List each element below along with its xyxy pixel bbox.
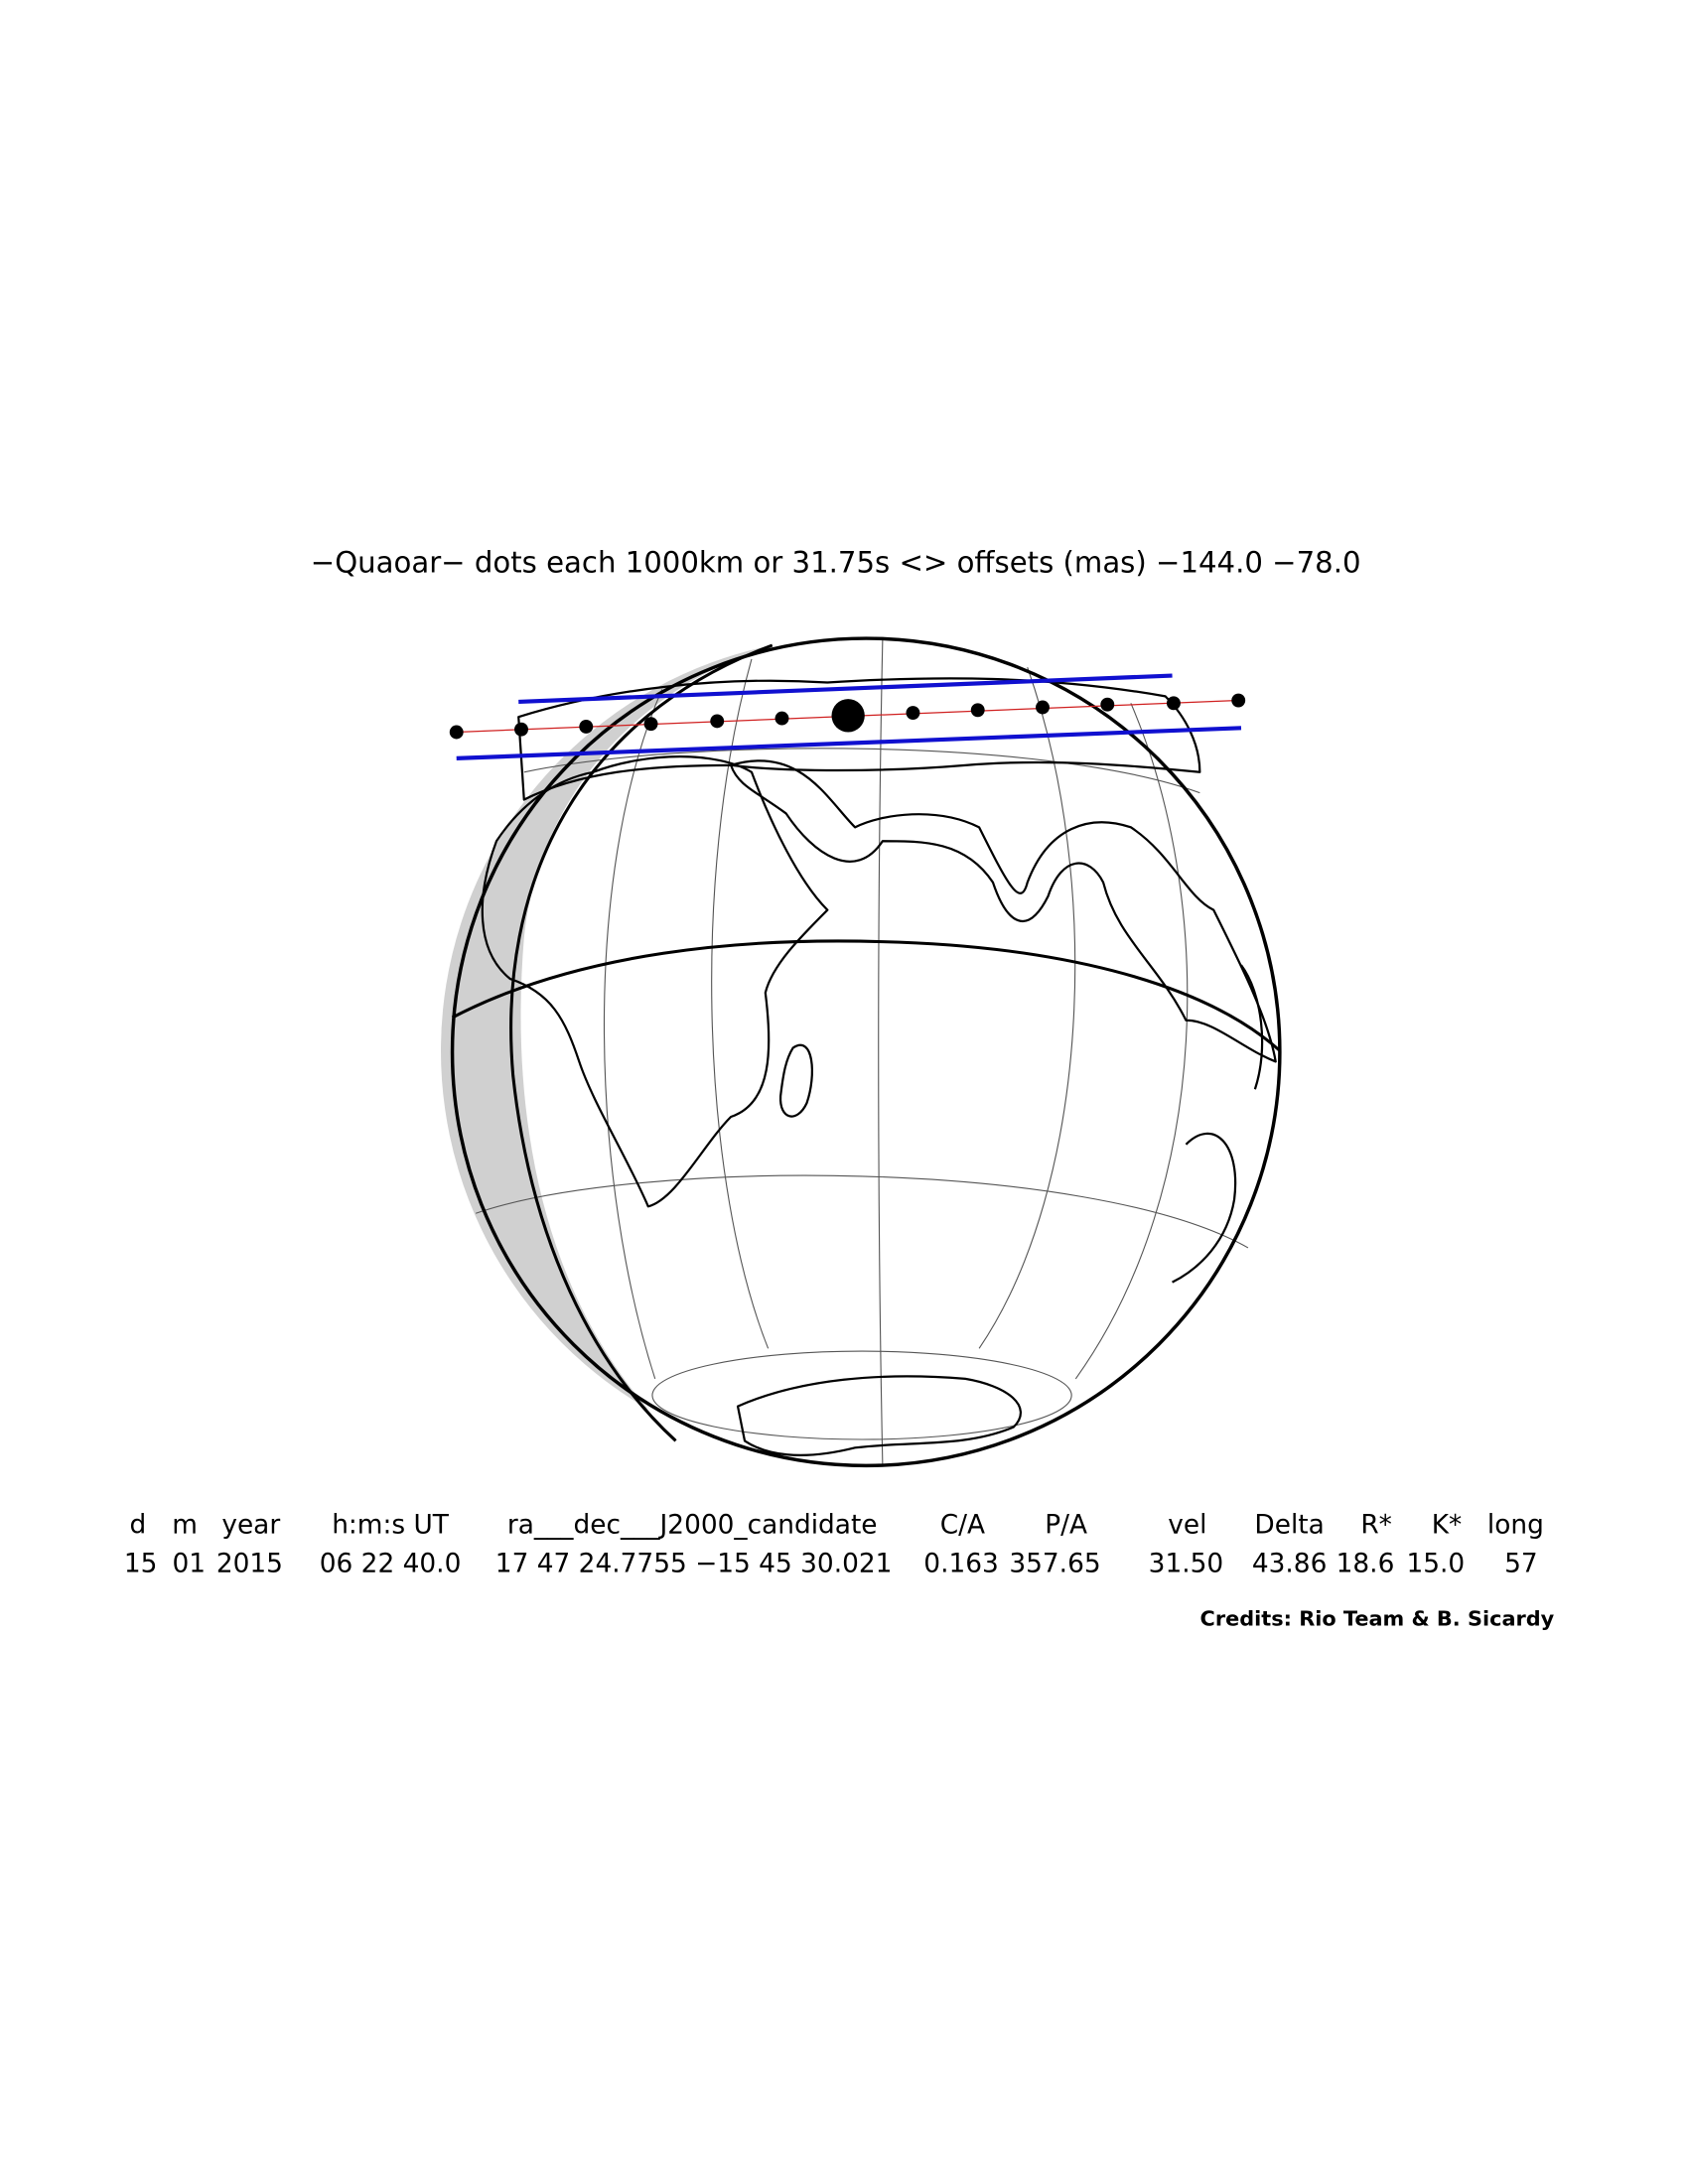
value-cell: 43.86 [1252, 1549, 1328, 1578]
shadow-limit [456, 726, 1242, 760]
terminator [509, 643, 774, 1442]
value-cell: 18.6 [1336, 1549, 1395, 1578]
value-cell: 15.0 [1406, 1549, 1465, 1578]
equator [451, 939, 1281, 1052]
value-cell: 06 22 40.0 [320, 1549, 462, 1578]
header-cell: R* [1360, 1510, 1392, 1540]
header-cell: long [1487, 1510, 1544, 1540]
header-cell: Delta [1254, 1510, 1324, 1540]
header-cell: h:m:s UT [332, 1510, 450, 1540]
globe [440, 636, 1282, 1468]
header-cell: m [172, 1510, 198, 1540]
header-cell: vel [1168, 1510, 1206, 1540]
value-cell: 357.65 [1009, 1549, 1100, 1578]
header-cell: ra___dec___J2000_candidate [507, 1510, 878, 1540]
credits: Credits: Rio Team & B. Sicardy [1200, 1606, 1555, 1630]
value-row: 15 01 2015 06 22 40.0 17 47 24.7755 −15 … [124, 1549, 1538, 1578]
value-cell: 31.50 [1149, 1549, 1224, 1578]
title: −Quaoar− dots each 1000km or 31.75s <> o… [311, 545, 1361, 579]
continents [481, 677, 1277, 1456]
shadow-limit [518, 673, 1173, 705]
header-row: d m year h:m:s UT ra___dec___J2000_candi… [130, 1510, 1544, 1540]
night-shade [440, 645, 773, 1410]
central-dot [831, 699, 865, 733]
header-cell: K* [1432, 1510, 1462, 1540]
value-cell: 57 [1504, 1549, 1538, 1578]
value-cell: 01 [172, 1549, 206, 1578]
header-cell: P/A [1045, 1510, 1087, 1540]
header-cell: C/A [940, 1510, 985, 1540]
header-cell: year [221, 1510, 280, 1540]
value-cell: 15 [124, 1549, 158, 1578]
globe-outline [450, 636, 1282, 1468]
header-cell: d [130, 1510, 147, 1540]
shadow-path [449, 673, 1246, 760]
value-cell: 17 47 24.7755 −15 45 30.021 [495, 1549, 893, 1578]
value-cell: 2015 [216, 1549, 283, 1578]
dots [449, 693, 1246, 740]
value-cell: 0.163 [923, 1549, 999, 1578]
graticule [475, 638, 1249, 1466]
